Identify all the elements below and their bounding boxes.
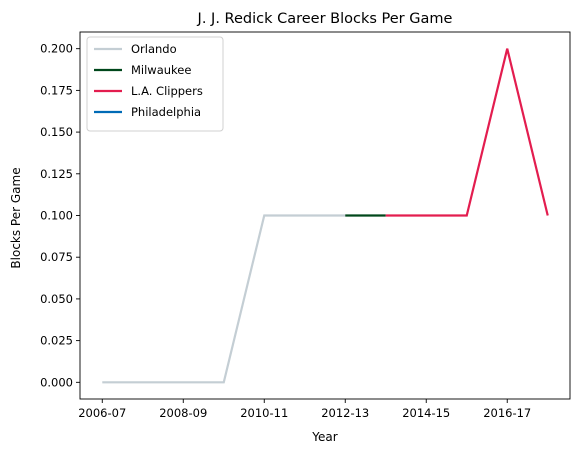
y-tick-label: 0.050 bbox=[40, 292, 73, 306]
x-tick-label: 2016-17 bbox=[483, 406, 531, 420]
series-line-orlando bbox=[102, 214, 346, 384]
x-tick-label: 2014-15 bbox=[402, 406, 450, 420]
legend-label-orlando: Orlando bbox=[131, 42, 177, 56]
y-tick-label: 0.075 bbox=[40, 250, 73, 264]
chart-title: J. J. Redick Career Blocks Per Game bbox=[197, 11, 453, 27]
y-tick-label: 0.200 bbox=[40, 42, 73, 56]
chart-axes: 0.000 0.025 0.050 0.075 0.100 0.125 0.150 0.175… bbox=[40, 31, 571, 420]
y-tick-label: 0.150 bbox=[40, 125, 73, 139]
x-tick-label: 2008-09 bbox=[159, 406, 207, 420]
chart-legend: Orlando Milwaukee L.A. Clippers Philadelphi… bbox=[86, 36, 224, 132]
y-axis-label: Blocks Per Game bbox=[9, 167, 23, 268]
legend-label-l-a-clippers: L.A. Clippers bbox=[131, 84, 203, 98]
y-tick-label: 0.100 bbox=[40, 209, 73, 223]
x-tick-label: 2006-07 bbox=[78, 406, 126, 420]
series-line-l-a-clippers bbox=[385, 48, 549, 217]
chart-lines bbox=[102, 48, 549, 384]
x-tick-label: 2010-11 bbox=[240, 406, 288, 420]
x-tick-label: 2012-13 bbox=[321, 406, 369, 420]
y-tick-label: 0.025 bbox=[40, 334, 73, 348]
y-tick-label: 0.125 bbox=[40, 167, 73, 181]
x-axis-label: Year bbox=[311, 430, 337, 444]
legend-box bbox=[86, 36, 224, 132]
y-tick-label: 0.175 bbox=[40, 83, 73, 97]
legend-label-philadelphia: Philadelphia bbox=[131, 105, 201, 119]
legend-label-milwaukee: Milwaukee bbox=[131, 63, 191, 77]
y-tick-label: 0.000 bbox=[40, 375, 73, 389]
